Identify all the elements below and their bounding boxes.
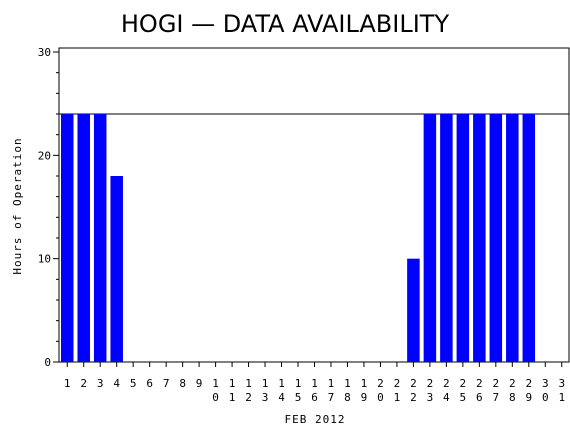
bar [489,114,503,362]
x-axis: 1 2 3 4 5 6 7 8 9 1 01 11 21 31 41 51 61 71 81 92 02 12 22 32 42… [64,362,565,404]
bar [423,114,437,362]
bars-group [60,114,536,362]
x-tick-label: 6 [146,377,153,390]
x-tick-label: 9 [196,377,203,390]
x-tick-label: 7 [163,377,170,390]
bar [93,114,107,362]
x-tick-label: 3 [97,377,104,390]
bar [473,114,486,362]
bar [456,114,470,362]
x-axis-label: FEB 2012 [285,413,346,426]
x-tick-label: 4 [113,377,120,390]
bar [407,258,420,362]
y-tick-label: 20 [38,149,51,162]
x-tick-label: 5 [130,377,137,390]
y-axis-label: Hours of Operation [11,137,24,274]
bar [506,114,519,362]
y-axis: 0 10 20 30 [38,46,59,369]
bar [60,114,74,362]
x-tick-label: 2 [80,377,87,390]
y-tick-label: 30 [38,46,51,59]
chart-title: HOGI — DATA AVAILABILITY [121,10,450,38]
bar [110,176,123,362]
y-tick-label: 0 [44,356,51,369]
x-tick-label: 8 [179,377,186,390]
bar [522,114,536,362]
x-tick-label: 1 [64,377,71,390]
bar [440,114,453,362]
y-tick-label: 10 [38,253,51,266]
bar [77,114,90,362]
